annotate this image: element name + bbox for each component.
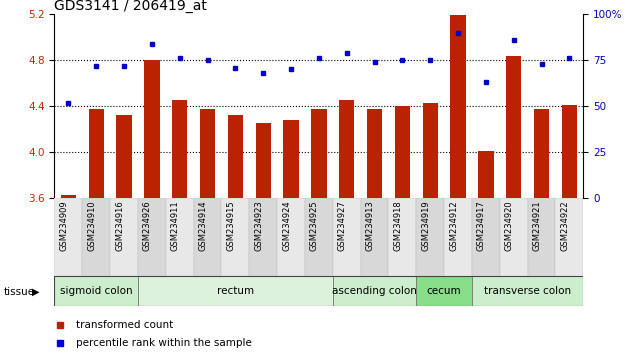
Bar <box>166 198 194 276</box>
Bar <box>228 115 243 198</box>
Text: GDS3141 / 206419_at: GDS3141 / 206419_at <box>54 0 207 13</box>
Text: sigmoid colon: sigmoid colon <box>60 286 133 296</box>
Text: GSM234913: GSM234913 <box>365 201 374 251</box>
Bar <box>144 60 160 198</box>
Bar <box>472 276 583 306</box>
Text: GSM234925: GSM234925 <box>310 201 319 251</box>
Bar <box>283 120 299 198</box>
Bar <box>110 198 138 276</box>
Text: GSM234926: GSM234926 <box>143 201 152 251</box>
Text: GSM234912: GSM234912 <box>449 201 458 251</box>
Bar <box>478 151 494 198</box>
Bar <box>333 276 416 306</box>
Text: GSM234917: GSM234917 <box>477 201 486 251</box>
Bar <box>172 101 187 198</box>
Bar <box>88 109 104 198</box>
Bar <box>117 115 131 198</box>
Text: cecum: cecum <box>427 286 462 296</box>
Bar <box>222 198 249 276</box>
Bar <box>451 15 466 198</box>
Text: GSM234920: GSM234920 <box>504 201 513 251</box>
Text: transformed count: transformed count <box>76 320 173 330</box>
Bar <box>194 198 222 276</box>
Bar <box>61 195 76 198</box>
Text: GSM234910: GSM234910 <box>87 201 96 251</box>
Text: GSM234914: GSM234914 <box>199 201 208 251</box>
Text: percentile rank within the sample: percentile rank within the sample <box>76 338 251 348</box>
Bar <box>367 109 382 198</box>
Bar <box>444 198 472 276</box>
Text: GSM234927: GSM234927 <box>338 201 347 251</box>
Bar <box>556 198 583 276</box>
Bar <box>54 198 82 276</box>
Bar <box>138 198 166 276</box>
Bar <box>472 198 500 276</box>
Text: GSM234922: GSM234922 <box>560 201 569 251</box>
Bar <box>54 276 138 306</box>
Bar <box>277 198 305 276</box>
Bar <box>422 103 438 198</box>
Text: ▶: ▶ <box>32 287 40 297</box>
Bar <box>361 198 388 276</box>
Text: GSM234923: GSM234923 <box>254 201 263 251</box>
Bar <box>388 198 416 276</box>
Bar <box>138 276 333 306</box>
Bar <box>416 276 472 306</box>
Text: rectum: rectum <box>217 286 254 296</box>
Bar <box>249 198 277 276</box>
Bar <box>534 109 549 198</box>
Text: GSM234919: GSM234919 <box>421 201 430 251</box>
Text: GSM234924: GSM234924 <box>282 201 291 251</box>
Text: GSM234909: GSM234909 <box>60 201 69 251</box>
Bar <box>506 56 521 198</box>
Bar <box>339 101 354 198</box>
Bar <box>416 198 444 276</box>
Text: GSM234916: GSM234916 <box>115 201 124 251</box>
Bar <box>305 198 333 276</box>
Text: transverse colon: transverse colon <box>484 286 571 296</box>
Bar <box>562 105 577 198</box>
Text: GSM234911: GSM234911 <box>171 201 179 251</box>
Bar <box>528 198 556 276</box>
Text: GSM234918: GSM234918 <box>394 201 403 251</box>
Bar <box>395 106 410 198</box>
Text: GSM234921: GSM234921 <box>533 201 542 251</box>
Bar <box>333 198 361 276</box>
Bar <box>200 109 215 198</box>
Bar <box>256 124 271 198</box>
Bar <box>82 198 110 276</box>
Text: tissue: tissue <box>3 287 35 297</box>
Bar <box>500 198 528 276</box>
Text: ascending colon: ascending colon <box>332 286 417 296</box>
Text: GSM234915: GSM234915 <box>226 201 235 251</box>
Bar <box>312 109 326 198</box>
